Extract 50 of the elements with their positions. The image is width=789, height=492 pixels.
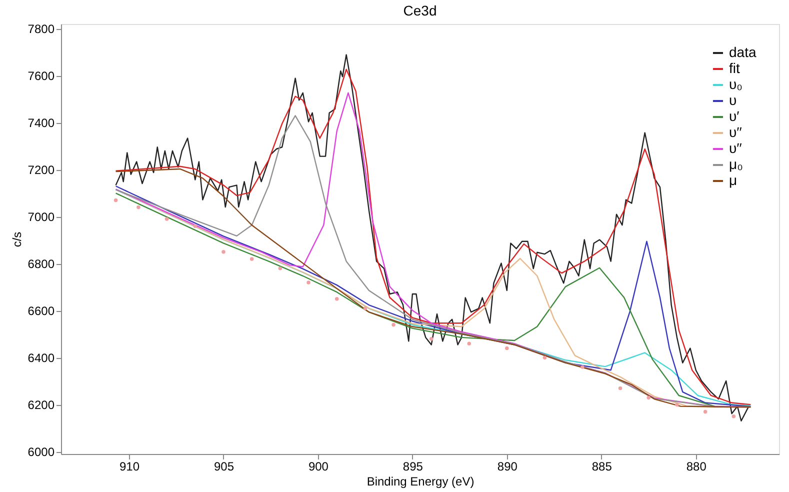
y-tick-label: 7400 [28, 116, 55, 130]
x-tick-label: 900 [308, 460, 329, 474]
y-tick-label: 7000 [28, 210, 55, 224]
x-tick-label: 880 [686, 460, 707, 474]
legend-label: υ [729, 92, 737, 108]
point [467, 342, 471, 346]
legend-label: υ′′ [729, 140, 742, 156]
point [429, 336, 434, 341]
point [250, 257, 254, 261]
point [505, 346, 509, 350]
point [618, 386, 622, 390]
y-tick-label: 6200 [28, 398, 55, 412]
point [114, 198, 118, 202]
point [164, 217, 169, 221]
point [732, 414, 736, 418]
x-axis-title: Binding Energy (eV) [366, 474, 474, 488]
y-tick-label: 6800 [28, 257, 55, 272]
y-axis-title: c/s [10, 232, 24, 248]
point [334, 297, 339, 301]
point [136, 205, 140, 210]
point [542, 356, 547, 360]
y-tick-label: 6000 [28, 445, 55, 460]
y-tick-label: 7800 [28, 22, 55, 36]
x-tick-label: 895 [402, 460, 424, 474]
point [646, 396, 650, 400]
chart-title: Ce3d [403, 2, 437, 19]
legend-label: μ₀ [729, 156, 744, 172]
point [193, 224, 198, 228]
y-tick-label: 6400 [28, 351, 55, 366]
legend-label: υ′′ [729, 124, 742, 140]
x-tick-label: 885 [592, 460, 612, 474]
y-tick-label: 7200 [28, 163, 55, 178]
y-tick-label: 7600 [28, 69, 55, 84]
point [703, 410, 708, 414]
point [278, 266, 282, 270]
point [363, 306, 368, 310]
legend-label: υ′ [729, 108, 740, 124]
y-tick-label: 6600 [28, 304, 55, 318]
legend-label: data [729, 44, 756, 60]
legend-label: υ₀ [729, 76, 743, 92]
x-tick-label: 910 [120, 460, 140, 474]
point [580, 365, 584, 369]
legend-label: fit [729, 60, 740, 76]
point [675, 402, 679, 407]
x-tick-label: 905 [214, 460, 234, 474]
point [392, 322, 396, 327]
legend-label: μ [729, 172, 738, 188]
x-tick-label: 890 [497, 460, 518, 474]
point [222, 250, 226, 254]
point [306, 280, 310, 284]
